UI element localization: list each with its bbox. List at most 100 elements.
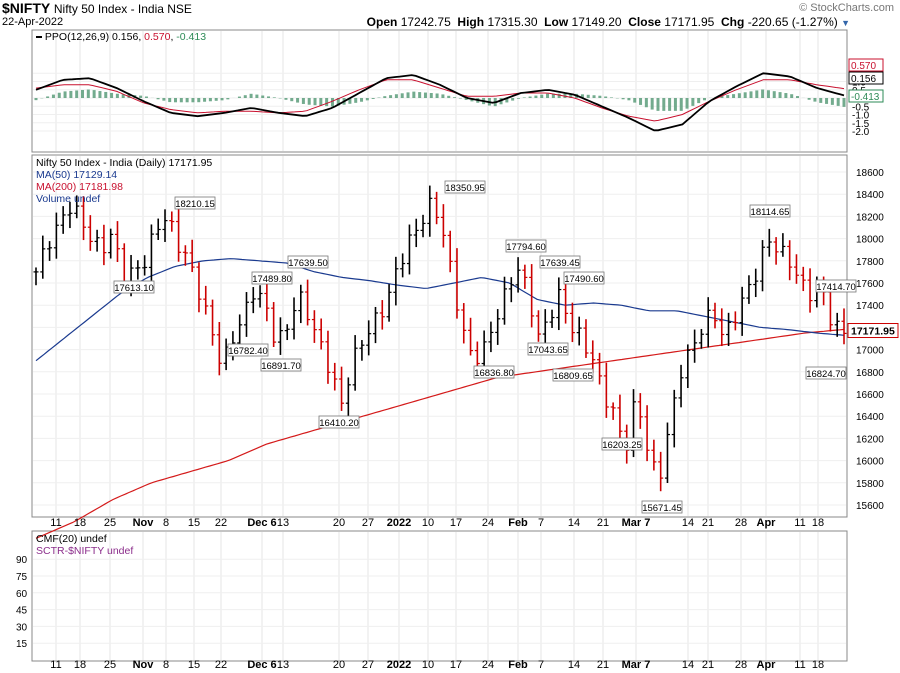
high-label: High (457, 15, 485, 29)
ppo-histogram-bar (586, 94, 590, 98)
x-tick-label: Nov (133, 659, 155, 671)
price-tick-label: 18400 (856, 190, 884, 201)
price-annotation-box (174, 196, 216, 210)
price-tick-label: 18200 (856, 212, 884, 223)
ppo-histogram-bar (604, 96, 608, 98)
open-value: 17242.75 (400, 15, 451, 29)
ma200-line (35, 328, 845, 539)
x-tick-label: 13 (277, 517, 289, 529)
ppo-histogram-bar (825, 98, 829, 104)
ppo-histogram-bar (662, 98, 666, 111)
volume-label: Volume undef (36, 193, 101, 205)
ppo-histogram-bar (121, 94, 125, 98)
cmf-tick-label: 60 (16, 589, 28, 600)
x-tick-label: 20 (333, 659, 345, 671)
ppo-histogram-bar (57, 92, 61, 98)
price-annotation-label: 16782.40 (228, 346, 268, 357)
ppo-histogram-bar (81, 90, 85, 98)
ppo-histogram-bar (261, 95, 265, 98)
ppo-histogram-bar (830, 98, 834, 105)
close-label: Close (628, 15, 661, 29)
ppo-histogram-bar (284, 98, 288, 100)
price-tick-label: 16200 (856, 434, 884, 445)
ppo-histogram-bar (249, 93, 253, 98)
ppo-histogram-bar (656, 98, 660, 111)
x-tick-label: 13 (277, 659, 289, 671)
ppo-histogram-bar (75, 90, 79, 98)
x-tick-label: 11 (794, 659, 805, 671)
ppo-histogram-bar (673, 98, 677, 111)
ppo-histogram-bar (784, 93, 788, 98)
ppo-histogram-bar (732, 94, 736, 98)
ppo-histogram-bar (371, 98, 375, 99)
ppo-histogram-bar (650, 98, 654, 110)
ppo-histogram-bar (115, 93, 119, 98)
price-annotation-label: 17613.10 (114, 283, 154, 294)
ppo-histogram-bar (441, 94, 445, 98)
ppo-histogram-bar (330, 98, 334, 107)
price-tick-label: 15800 (856, 479, 884, 490)
ppo-histogram-bar (772, 91, 776, 98)
x-tick-label: 15 (188, 517, 200, 529)
price-legend: Nifty 50 Index - India (Daily) 17171.95 … (36, 157, 212, 205)
x-tick-label: Mar 7 (622, 517, 651, 529)
x-tick-label: 21 (702, 659, 714, 671)
ppo-value-badge (848, 71, 884, 85)
x-tick-label: 7 (538, 659, 544, 671)
price-annotation-label: 18210.15 (175, 199, 215, 210)
ppo-histogram-bar (790, 94, 794, 98)
ppo-value-1: 0.156 (112, 31, 139, 43)
dropdown-icon[interactable]: ▼ (841, 18, 850, 28)
price-annotation-box (505, 239, 547, 253)
ppo-value-2: 0.570 (144, 31, 171, 43)
ppo-histogram-bar (406, 92, 410, 98)
price-annotation-box (227, 343, 269, 357)
ppo-histogram-bar (447, 95, 451, 98)
ppo-histogram-bar (389, 95, 393, 98)
ppo-histogram-bar (360, 98, 364, 102)
x-tick-label: 8 (163, 659, 169, 671)
price-annotation-box (287, 255, 329, 269)
ppo-histogram-bar (418, 92, 422, 98)
ppo-legend-swatch (36, 36, 42, 39)
price-tick-label: 17400 (856, 301, 884, 312)
cmf-tick-label: 90 (16, 555, 28, 566)
ppo-histogram-bar (365, 98, 369, 101)
x-tick-label: 14 (568, 517, 580, 529)
ppo-histogram-bar (644, 98, 648, 108)
ppo-histogram-bar (569, 93, 573, 98)
cmf-tick-label: 45 (16, 606, 28, 617)
ppo-histogram-bar (104, 91, 108, 98)
ppo-histogram-bar (226, 98, 230, 100)
price-annotation-label: 18114.65 (751, 207, 790, 218)
ppo-tick-label: -2.0 (852, 127, 870, 138)
ppo-histogram-bar (528, 96, 532, 98)
ppo-histogram-bar (749, 91, 753, 98)
x-tick-label: 2022 (387, 517, 411, 529)
price-annotation-label: 17639.50 (288, 258, 328, 269)
ppo-histogram-bar (836, 98, 840, 106)
ppo-histogram-bar (435, 93, 439, 98)
ppo-histogram-bar (592, 95, 596, 98)
ppo-histogram-bar (110, 92, 114, 98)
ppo-value-badge (848, 89, 884, 103)
price-annotation-label: 16410.20 (319, 418, 359, 429)
x-tick-label: 22 (215, 659, 227, 671)
x-tick-label: 17 (450, 659, 462, 671)
price-tick-label: 18000 (856, 235, 884, 246)
ppo-histogram-bar (69, 90, 73, 98)
ppo-histogram-bar (458, 98, 462, 99)
price-tick-label: 17800 (856, 257, 884, 268)
ppo-histogram-bar (348, 98, 352, 104)
x-tick-label: Nov (133, 517, 155, 529)
price-tick-label: 17000 (856, 346, 884, 357)
price-tick-label: 16400 (856, 412, 884, 423)
low-value: 17149.20 (571, 15, 622, 29)
ppo-histogram-bar (633, 98, 637, 103)
x-tick-label: 10 (422, 659, 434, 671)
chg-value: -220.65 (-1.27%) (747, 15, 838, 29)
ppo-histogram-bar (511, 98, 515, 101)
x-tick-label: 21 (597, 517, 609, 529)
ppo-histogram-bar (627, 98, 631, 101)
ppo-histogram-bar (301, 98, 305, 104)
